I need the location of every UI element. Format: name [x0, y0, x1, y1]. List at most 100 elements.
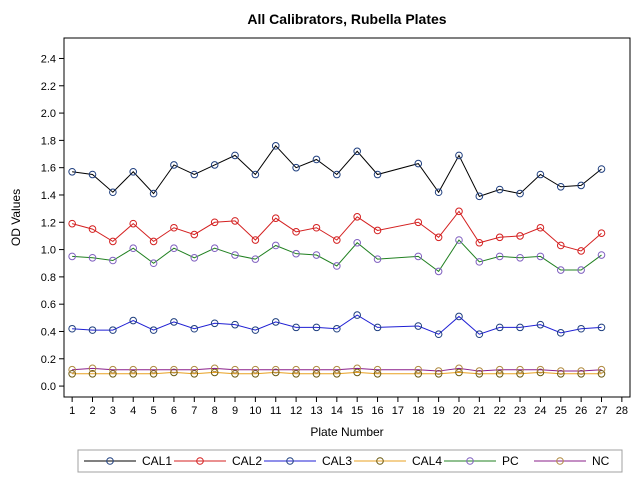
x-axis: 1 2 3 4 5 6 7 8 9 10 11 12 13 14 15 16 17 18 19 20 21 22 23 24 2… — [69, 397, 628, 417]
data-point — [251, 170, 260, 179]
data-point — [271, 365, 280, 374]
series-cal4 — [68, 368, 606, 378]
legend-marker — [106, 457, 114, 465]
x-tick-label: 21 — [473, 405, 485, 417]
chart-title: All Calibrators, Rubella Plates — [247, 11, 446, 27]
x-tick-label: 3 — [110, 405, 116, 417]
data-point — [455, 368, 463, 377]
data-point — [455, 364, 463, 373]
data-point — [312, 369, 321, 378]
series-cal1 — [68, 142, 606, 201]
x-tick-label: 10 — [249, 405, 261, 417]
data-point — [292, 163, 300, 172]
x-axis-label: Plate Number — [310, 425, 383, 439]
data-point — [475, 330, 484, 339]
legend-item-cal1: CAL1 — [84, 454, 172, 468]
data-point — [251, 326, 260, 334]
data-point — [231, 320, 239, 329]
legend-label: CAL2 — [232, 454, 262, 468]
data-point — [149, 326, 158, 334]
data-point — [88, 170, 97, 179]
data-point — [536, 252, 545, 261]
x-tick-label: 6 — [171, 405, 177, 417]
data-point — [516, 189, 524, 198]
data-point — [68, 167, 76, 176]
data-point — [231, 217, 239, 225]
data-point — [292, 365, 300, 374]
legend-label: PC — [502, 454, 519, 468]
data-point — [129, 365, 138, 374]
data-point — [353, 364, 361, 373]
data-point — [88, 253, 97, 262]
x-tick-label: 14 — [331, 405, 343, 417]
data-point — [210, 218, 219, 227]
data-point — [210, 364, 219, 373]
data-point — [495, 365, 504, 374]
data-point — [271, 241, 280, 250]
data-point — [516, 232, 524, 240]
data-point — [231, 365, 239, 374]
data-point — [292, 249, 300, 258]
data-point — [577, 181, 585, 190]
y-tick-label: 1.0 — [41, 245, 56, 257]
data-point — [170, 223, 178, 232]
data-point — [312, 223, 321, 232]
data-point — [271, 318, 280, 326]
data-point — [251, 255, 260, 263]
data-point — [577, 367, 585, 375]
data-point — [68, 369, 76, 378]
data-point — [434, 367, 443, 375]
data-point — [556, 182, 565, 191]
data-point — [88, 364, 97, 373]
data-point — [149, 189, 158, 198]
data-point — [210, 368, 219, 377]
x-tick-label: 15 — [351, 405, 363, 417]
x-tick-label: 27 — [595, 405, 607, 417]
data-point — [455, 207, 463, 216]
data-point — [109, 365, 117, 374]
x-tick-label: 22 — [494, 405, 506, 417]
data-point — [149, 237, 158, 246]
data-point — [414, 322, 423, 330]
data-point — [271, 214, 280, 222]
y-axis: 0.0 0.2 0.4 0.6 0.8 1.0 1.2 1.4 1.6 1.8 2.0 2.2 2.4 — [41, 53, 64, 393]
x-tick-label: 20 — [453, 405, 465, 417]
x-tick-label: 1 — [69, 405, 75, 417]
data-point — [353, 311, 361, 319]
data-point — [495, 323, 504, 332]
data-point — [414, 218, 423, 227]
data-point — [373, 323, 382, 332]
data-point — [536, 365, 545, 374]
data-point — [292, 369, 300, 378]
x-tick-label: 17 — [392, 405, 404, 417]
y-tick-label: 1.4 — [41, 190, 56, 202]
data-point — [333, 365, 341, 374]
data-point — [597, 323, 606, 332]
data-point — [231, 251, 239, 259]
y-tick-label: 1.8 — [41, 135, 56, 147]
x-tick-label: 4 — [130, 405, 136, 417]
data-point — [353, 368, 361, 377]
data-point — [516, 365, 524, 374]
data-point — [373, 255, 382, 263]
data-point — [210, 319, 219, 328]
plot-frame — [63, 37, 631, 398]
data-point — [271, 368, 280, 377]
data-point — [170, 365, 178, 374]
data-point — [536, 320, 545, 329]
data-point — [88, 225, 97, 233]
legend-marker — [556, 457, 564, 465]
data-point — [597, 165, 606, 173]
x-tick-label: 9 — [232, 405, 238, 417]
legend-marker — [196, 457, 204, 465]
legend-marker — [286, 457, 294, 465]
legend-label: CAL3 — [322, 454, 352, 468]
data-point — [190, 369, 199, 378]
data-point — [170, 368, 178, 377]
data-point — [414, 252, 423, 261]
legend-item-pc: PC — [444, 454, 519, 468]
y-tick-label: 0.2 — [41, 354, 56, 366]
series-pc — [68, 236, 606, 276]
data-point — [129, 316, 138, 325]
